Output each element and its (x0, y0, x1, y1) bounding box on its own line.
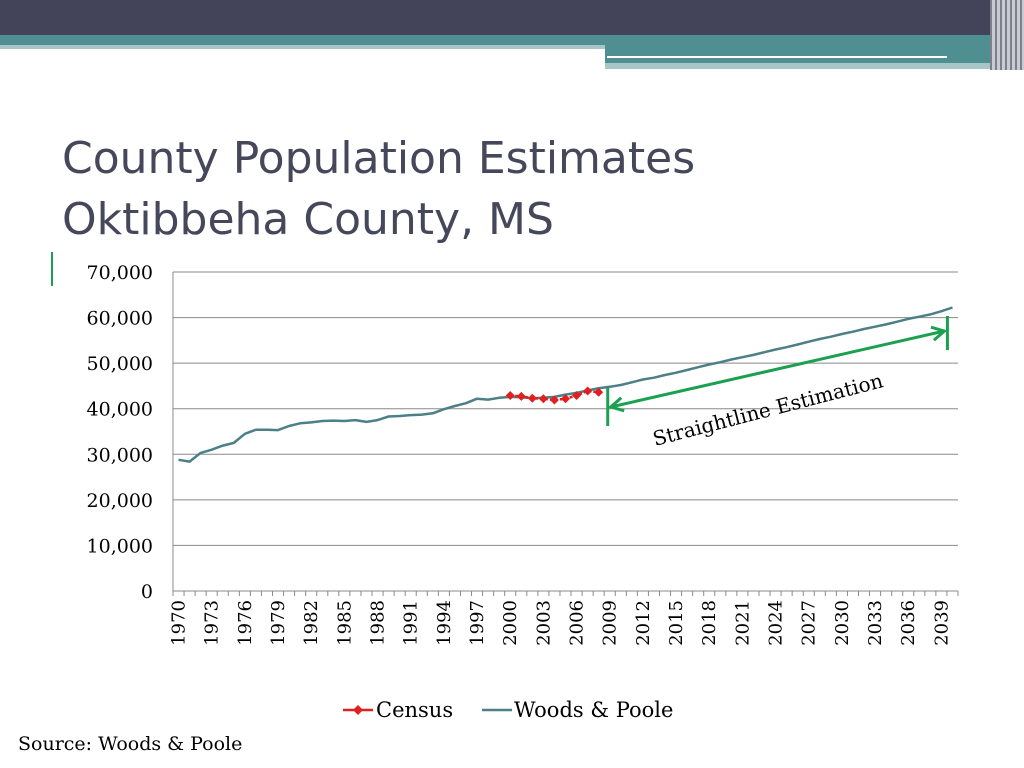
census-point (549, 395, 559, 405)
x-tick-label: 2003 (533, 600, 554, 646)
census-markers (505, 386, 604, 405)
census-point (516, 391, 526, 401)
census-point (583, 386, 593, 396)
y-tick-label: 10,000 (87, 535, 153, 557)
header-teal-band (0, 35, 1024, 45)
census-point (572, 390, 582, 400)
header-accent-strip (605, 63, 1005, 69)
y-tick-label: 60,000 (87, 308, 153, 330)
straightline-annotation: Straightline Estimation (606, 316, 949, 451)
x-tick-label: 2027 (799, 600, 820, 646)
x-tick-label: 2018 (699, 600, 720, 646)
annotation-arrowhead-left (607, 396, 625, 413)
series-line-census (510, 389, 599, 402)
title-line-1: County Population Estimates (62, 133, 696, 184)
gridlines (173, 271, 958, 546)
header-dark-band (0, 0, 1024, 35)
y-tick-label: 0 (141, 581, 153, 603)
x-tick-label: 2030 (832, 600, 853, 646)
x-tick-label: 1994 (434, 600, 455, 646)
x-tick-label: 1985 (334, 600, 355, 646)
census-point (594, 387, 604, 397)
x-tick-label: 2039 (931, 600, 952, 646)
x-tick-label: 1970 (169, 600, 190, 646)
header-accent-block (605, 45, 1024, 63)
x-tick-label: 1988 (368, 600, 389, 646)
header-light-band (0, 45, 605, 49)
x-tick-label: 2015 (666, 600, 687, 646)
x-tick-label: 1973 (202, 600, 223, 646)
annotation-arrow-line (610, 329, 945, 409)
x-tick-label: 2024 (766, 600, 787, 646)
source-note: Source: Woods & Poole (18, 733, 243, 755)
page-title: County Population Estimates Oktibbeha Co… (62, 128, 962, 250)
census-point (561, 394, 570, 404)
title-line-2: Oktibbeha County, MS (62, 194, 554, 245)
header-accent-line (607, 56, 947, 58)
legend: Census Woods & Poole (343, 698, 673, 722)
x-axis (172, 272, 959, 596)
x-axis-tick-labels: 1970 1973 1976 1979 1982 1985 1988 1991 1994 1997… (169, 600, 953, 646)
x-tick-label: 1997 (467, 600, 488, 646)
x-tick-label: 1976 (235, 600, 256, 646)
x-tick-label: 2033 (865, 600, 886, 646)
census-point (538, 394, 548, 404)
y-tick-label: 20,000 (87, 490, 153, 512)
census-point (527, 393, 537, 403)
y-tick-label: 50,000 (87, 353, 153, 375)
legend-label-census: Census (376, 698, 453, 722)
y-axis-tick-labels: 0 10,000 20,000 30,000 40,000 50,000 60,000 70,… (87, 262, 153, 603)
legend-marker-census (353, 705, 363, 715)
x-tick-label: 2000 (500, 600, 521, 646)
annotation-label: Straightline Estimation (650, 368, 885, 451)
y-tick-label: 40,000 (87, 399, 153, 421)
x-tick-label: 2036 (898, 600, 919, 646)
x-tick-label: 1982 (301, 600, 322, 646)
header-stripes (990, 0, 1024, 70)
x-tick-label: 2006 (567, 600, 588, 646)
y-tick-label: 70,000 (87, 262, 153, 284)
x-tick-label: 1979 (268, 600, 289, 646)
legend-label-woods-poole: Woods & Poole (514, 698, 673, 722)
y-tick-label: 30,000 (87, 444, 153, 466)
annotation-arrowhead-right (930, 325, 948, 342)
x-tick-label: 2012 (633, 600, 654, 646)
x-tick-label: 2021 (732, 600, 753, 646)
census-point (505, 390, 515, 400)
x-tick-label: 2009 (600, 600, 621, 646)
x-tick-label: 1991 (401, 600, 422, 646)
